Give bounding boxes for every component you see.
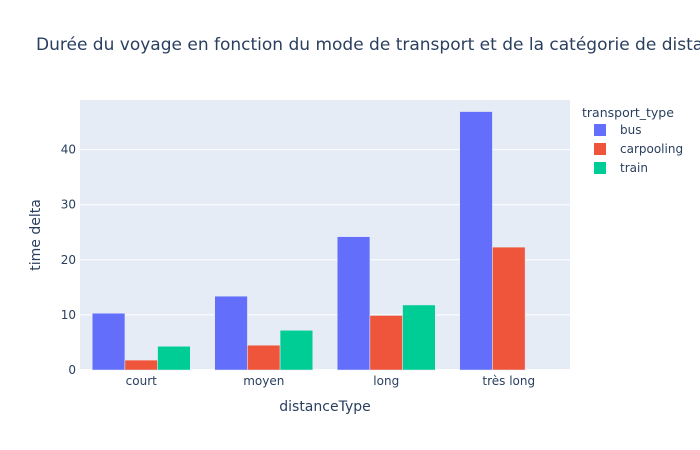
bar-bus-très-long[interactable] <box>459 111 493 371</box>
y-axis-title: time delta <box>28 199 44 271</box>
bar-carpooling-moyen[interactable] <box>247 344 281 371</box>
y-tick-label: 40 <box>61 143 76 157</box>
bar-carpooling-court[interactable] <box>124 359 158 371</box>
bar-bus-court[interactable] <box>92 312 126 371</box>
x-axis-title: distanceType <box>279 399 370 415</box>
y-tick-label: 10 <box>61 308 76 322</box>
x-tick-labels: court moyen long très long <box>126 374 535 388</box>
legend-swatch <box>594 162 606 174</box>
bar-bus-long[interactable] <box>337 236 371 371</box>
legend-item-bus[interactable]: bus <box>594 123 641 137</box>
legend-swatch <box>594 124 606 136</box>
y-tick-label: 20 <box>61 253 76 267</box>
bar-train-long[interactable] <box>402 304 436 371</box>
legend-item-carpooling[interactable]: carpooling <box>594 142 683 156</box>
chart-title: Durée du voyage en fonction du mode de t… <box>36 35 700 55</box>
legend-label: bus <box>620 123 641 137</box>
legend-label: train <box>620 161 648 175</box>
bar-bus-moyen[interactable] <box>214 295 248 371</box>
legend: transport_type bus carpooling train <box>582 105 683 175</box>
x-tick-label: court <box>126 374 157 388</box>
bar-carpooling-long[interactable] <box>369 315 403 371</box>
x-tick-label: moyen <box>243 374 284 388</box>
x-tick-label: long <box>373 374 399 388</box>
bar-carpooling-très-long[interactable] <box>492 246 526 371</box>
x-tick-label: très long <box>482 374 535 388</box>
legend-label: carpooling <box>620 142 683 156</box>
legend-swatch <box>594 143 606 155</box>
legend-title: transport_type <box>582 105 674 120</box>
bar-train-court[interactable] <box>157 346 191 371</box>
bar-train-moyen[interactable] <box>279 330 314 371</box>
legend-item-train[interactable]: train <box>594 161 648 175</box>
y-tick-labels: 0 10 20 30 40 <box>61 143 76 377</box>
bars <box>92 111 526 371</box>
y-tick-label: 0 <box>68 363 76 377</box>
y-tick-label: 30 <box>61 198 76 212</box>
